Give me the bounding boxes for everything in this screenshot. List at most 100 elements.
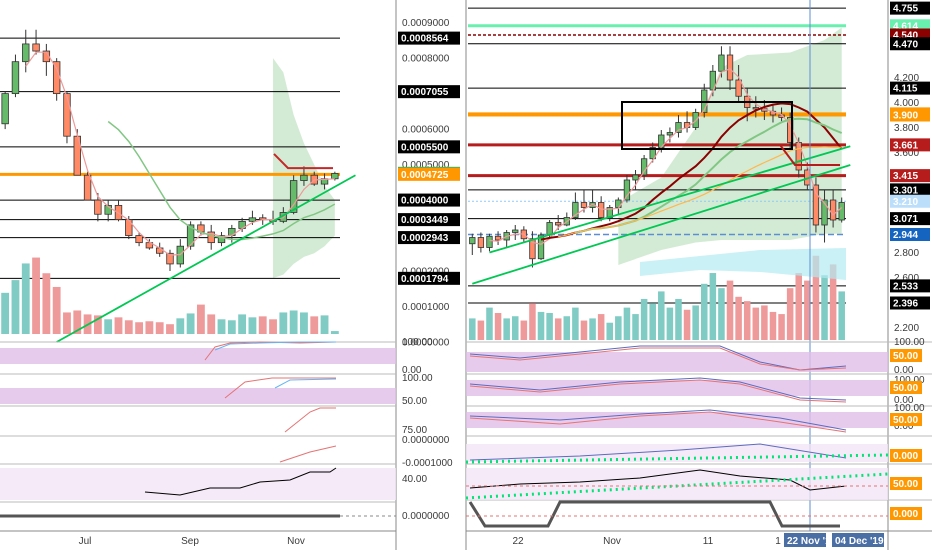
price-label-text: 3.415 [893,171,918,182]
volume-bar [563,316,571,340]
date-label-box [832,533,884,547]
volume-bar [166,324,174,334]
y-axis-tick-label: 0.0000000 [402,338,450,349]
candle-body [735,79,742,97]
volume-bar [554,318,562,340]
momentum-line [284,407,336,433]
indicator-tick-label: 100.00 [402,337,433,348]
candle-body [546,222,553,236]
candle-body [469,237,476,245]
price-label-box [398,140,460,154]
volume-bar [300,312,308,334]
price-label-box [890,183,930,197]
volume-bar [769,311,777,340]
volume-bar [176,318,185,334]
volume-bar [743,301,751,340]
volume-bar [829,264,837,340]
candle-body [718,54,725,72]
price-label-box [398,271,460,285]
price-label-text: 4.115 [893,84,918,95]
price-label-box [398,193,460,207]
y-axis-tick-label: 3.600 [894,148,919,159]
trendline [56,174,356,343]
indicator-tick-label: 0.00 [894,395,914,406]
candle-body [829,199,837,221]
candle-body [331,173,339,180]
volume-bar [709,273,717,340]
indicator-level-label: 0.000 [893,509,918,520]
volume-bar [580,320,588,340]
candle-body [248,217,257,222]
candle-body [598,202,605,218]
indicator-tick-label: 0.00 [894,365,914,376]
price-label-text: 0.0007055 [401,87,449,98]
candle-body [83,174,92,201]
y-axis-tick-label: 0.0005000 [402,160,450,171]
volume-bar [289,310,298,334]
price-label-text: 4.540 [893,31,918,42]
bottom-indicator-line [468,500,840,528]
macd-line [469,443,847,461]
y-axis-tick-label: 0.0001000 [402,302,450,313]
candle-body [812,184,820,226]
price-label-text: 2.533 [893,281,918,292]
y-axis-tick-label: 0.0008000 [402,54,450,65]
indicator-tick-label: 100.00 [894,375,925,386]
price-label-text: 0.0004725 [401,170,449,181]
macd-zero-dots [465,453,889,464]
indicator-level-box [890,349,922,362]
price-label-box [890,37,930,51]
volume-bar [52,286,61,334]
volume-bar [640,298,648,340]
candle-body [166,252,174,265]
price-label-text: 2.944 [893,230,918,241]
volume-bar [207,314,216,334]
volume-bar [258,316,267,334]
price-label-box [890,138,930,152]
indicator-level-label: 50.00 [893,415,918,426]
indicator-tick-label: 0.00 [402,0,422,3]
x-axis-label: Sep [181,536,199,547]
y-axis-tick-label: 3.800 [894,123,919,134]
price-label-text: 0.0002943 [401,233,449,244]
candle-body [486,235,493,248]
price-label-text: 0.0003449 [401,215,449,226]
price-label-text: 4.614 [893,21,918,32]
candle-body [572,202,579,218]
candle-body [94,199,102,215]
volume-bar [520,320,528,340]
volume-bar [279,312,288,334]
volume-bar [666,307,674,340]
x-axis-label: Nov [603,536,621,547]
volume-bar [752,307,760,340]
momentum-signal-line [469,411,847,433]
candle-body [63,93,71,137]
indicator-level-box [890,477,922,490]
indicator-tick-label: 0.0000000 [402,435,450,446]
date-label-box [784,533,826,547]
moving-average-line [25,51,335,256]
rsi-line [224,377,336,399]
date-label-text: 22 Nov '1 [787,536,831,547]
price-label-text: 3.661 [893,140,918,151]
price-label-box [398,31,460,45]
right-background [466,0,932,550]
y-axis-tick-label: 2.200 [894,323,919,334]
moving-average-line [107,120,336,241]
candle-body [589,202,596,208]
indicator-tick-label: 100.00 [894,337,925,348]
candle-body [135,235,143,244]
volume-bar [623,307,631,340]
price-label-box [398,167,460,181]
candle-body [494,235,502,241]
volume-bar [196,304,205,334]
right-chart-panel: 4.2004.0003.8003.6002.8002.6002.4002.200… [465,0,932,550]
stoch-line [204,341,337,361]
candle-body [186,224,195,247]
volume-bar [320,315,329,334]
candle-body [666,132,674,136]
volume-bar [11,280,20,334]
macd-line [279,445,337,463]
price-label-text: 0.0005500 [401,142,449,153]
volume-bar [93,315,102,334]
